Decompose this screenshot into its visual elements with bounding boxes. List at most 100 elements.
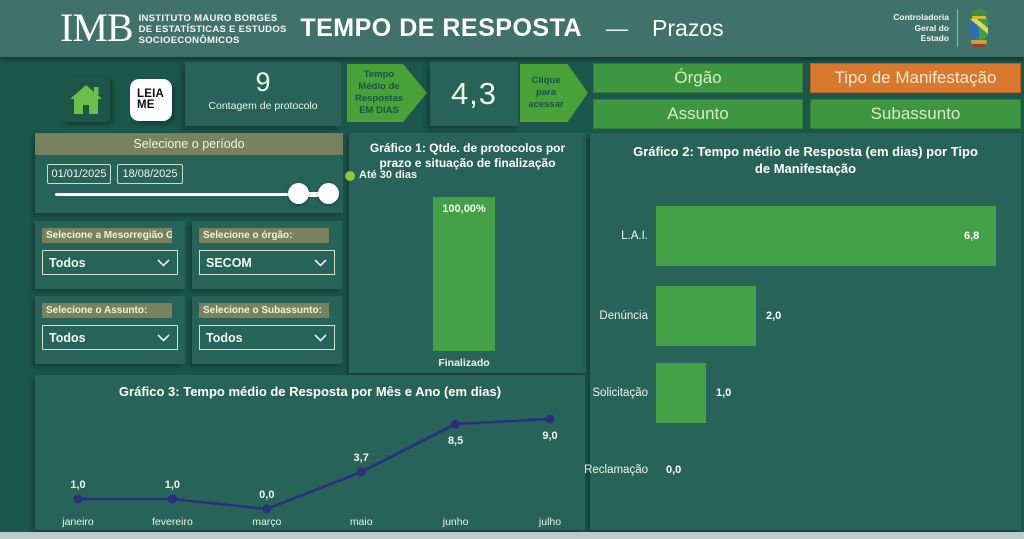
grafico2-bar-row: Solicitação 1,0 [590, 362, 1021, 424]
grafico2-bar-value: 2,0 [766, 310, 782, 322]
grafico3-month-label: julho [538, 516, 561, 528]
mesorregiao-slicer-label: Selecione a Mesorregião G... [42, 228, 172, 243]
goias-coat-of-arms-icon [970, 8, 988, 47]
orgao-dropdown-value: SECOM [206, 255, 252, 270]
avg-response-arrow-label: Tempo Médio de Respostas EM DIAS [347, 64, 427, 122]
legend-dot-icon [345, 171, 355, 181]
grafico3-data-label: 8,5 [448, 435, 463, 447]
avg-days-card: 4,3 [430, 62, 518, 126]
page-bottom-strip [0, 532, 1024, 539]
grafico2-bar-row: Denúncia 2,0 [590, 285, 1021, 347]
grafico1-panel: Gráfico 1: Qtde. de protocolos por prazo… [345, 133, 586, 373]
grafico2-bar-value: 0,0 [666, 464, 682, 476]
period-slicer-title: Selecione o período [35, 133, 343, 155]
chevron-down-icon [314, 258, 327, 267]
grafico2-category-label: L.A.I. [621, 230, 648, 242]
grafico3-panel: Gráfico 3: Tempo médio de Resposta por M… [35, 375, 585, 530]
nav-button-subassunto[interactable]: Subassunto [810, 99, 1021, 129]
grafico3-data-point[interactable] [545, 414, 555, 424]
agency-logo: Controladoria Geral do Estado [893, 8, 992, 48]
grafico3-data-point[interactable] [356, 467, 366, 477]
home-icon [70, 84, 102, 114]
grafico1-legend-label: Até 30 dias [359, 169, 418, 181]
grafico3-data-point[interactable] [167, 494, 177, 504]
date-range-slider-handle-end[interactable] [318, 183, 339, 204]
grafico2-plot: L.A.I. 6,8 Denúncia 2,0 Solicitação 1,0 Reclam… [584, 193, 1021, 523]
nav-button-tipo-de-manifestacao[interactable]: Tipo de Manifestação [810, 63, 1021, 93]
grafico3-month-label: janeiro [61, 516, 94, 528]
grafico1-category-label: Finalizado [438, 357, 490, 369]
avg-response-arrow-text: Tempo Médio de Respostas EM DIAS [354, 69, 404, 116]
grafico2-bar[interactable] [656, 206, 996, 266]
grafico1-bar-value: 100,00% [442, 203, 486, 215]
date-range-slider-handle-start[interactable] [288, 183, 309, 204]
grafico2-panel: Gráfico 2: Tempo médio de Resposta (em d… [584, 133, 1021, 530]
leia-me-label-1: LEIA [137, 87, 164, 100]
grafico3-month-label: fevereiro [152, 516, 193, 528]
chevron-down-icon [157, 333, 170, 342]
subassunto-dropdown[interactable]: Todos [199, 325, 335, 350]
assunto-slicer: Selecione o Assunto: Todos [35, 296, 185, 364]
assunto-dropdown[interactable]: Todos [42, 325, 178, 350]
grafico3-line-chart: 1,0 janeiro 1,0 fevereiro 0,0 março 3,7 maio 8,5… [61, 414, 561, 528]
orgao-dropdown[interactable]: SECOM [199, 250, 335, 275]
grafico3-month-label: março [252, 516, 281, 528]
orgao-slicer: Selecione o órgão: SECOM [192, 221, 342, 289]
page-title-separator: — [606, 15, 629, 41]
grafico2-bar-value: 6,8 [964, 230, 980, 242]
grafico2-bar-row: L.A.I. 6,8 [590, 205, 1021, 267]
end-date-input[interactable]: 18/08/2025 [117, 164, 183, 184]
nav-button-orgao[interactable]: Órgão [593, 63, 803, 93]
assunto-slicer-label: Selecione o Assunto: [42, 303, 172, 318]
mesorregiao-dropdown[interactable]: Todos [42, 250, 178, 275]
grafico1-bar-finalizado[interactable]: 100,00% [433, 197, 495, 351]
header: IMB INSTITUTO MAURO BORGES DE ESTATÍSTIC… [0, 0, 1024, 57]
imb-logo-text: INSTITUTO MAURO BORGES DE ESTATÍSTICAS E… [138, 13, 287, 46]
protocol-count-card: 9 Contagem de protocolo [185, 62, 341, 126]
grafico2-category-label: Reclamação [584, 464, 648, 476]
grafico3-data-label: 1,0 [165, 479, 180, 491]
start-date-input[interactable]: 01/01/2025 [47, 164, 111, 184]
grafico2-bar[interactable] [656, 286, 756, 346]
grafico3-data-point[interactable] [262, 504, 272, 514]
period-slicer: Selecione o período 01/01/2025 18/08/202… [35, 133, 343, 213]
grafico2-bar[interactable] [656, 363, 706, 423]
grafico3-month-label: junho [442, 516, 469, 528]
grafico3-data-point[interactable] [73, 494, 83, 504]
imb-logo: IMB INSTITUTO MAURO BORGES DE ESTATÍSTIC… [60, 7, 287, 49]
imb-logo-abbr: IMB [60, 5, 134, 50]
date-range-slider-track[interactable] [55, 193, 331, 196]
protocol-count-value: 9 [255, 67, 271, 97]
leia-me-label-2: ME [137, 99, 155, 111]
grafico1-title: Gráfico 1: Qtde. de protocolos por prazo… [369, 141, 566, 170]
grafico2-category-label: Denúncia [599, 310, 648, 322]
page-title-main: TEMPO DE RESPOSTA [300, 14, 583, 42]
grafico2-bar-row: Reclamação 0,0 [584, 439, 1021, 501]
chevron-down-icon [157, 258, 170, 267]
chevron-down-icon [314, 333, 327, 342]
page-title-sub: Prazos [652, 15, 724, 41]
orgao-slicer-label: Selecione o órgão: [199, 228, 329, 243]
grafico2-category-label: Solicitação [592, 387, 648, 399]
protocol-count-label: Contagem de protocolo [208, 100, 318, 112]
subassunto-slicer: Selecione o Subassunto: Todos [192, 296, 342, 364]
subassunto-slicer-label: Selecione o Subassunto: [199, 303, 329, 318]
click-to-access-text: Clique para acessar [528, 75, 564, 110]
grafico3-month-label: maio [350, 516, 373, 528]
grafico3-line [78, 417, 551, 511]
grafico3-data-point[interactable] [451, 419, 461, 429]
grafico3-data-label: 3,7 [354, 452, 369, 464]
mesorregiao-slicer: Selecione a Mesorregião G... Todos [35, 221, 185, 289]
grafico3-data-label: 9,0 [542, 430, 557, 442]
avg-days-value: 4,3 [450, 76, 498, 111]
agency-divider [957, 9, 958, 47]
grafico2-title: Gráfico 2: Tempo médio de Resposta (em d… [633, 144, 978, 176]
leia-me-button[interactable]: LEIA ME [130, 79, 172, 121]
home-button[interactable] [62, 76, 110, 122]
click-to-access-button[interactable]: Clique para acessar [520, 64, 588, 122]
mesorregiao-dropdown-value: Todos [49, 255, 86, 270]
nav-button-assunto[interactable]: Assunto [593, 99, 803, 129]
agency-name: Controladoria Geral do Estado [893, 12, 949, 44]
date-range-slider-selection [297, 192, 331, 197]
